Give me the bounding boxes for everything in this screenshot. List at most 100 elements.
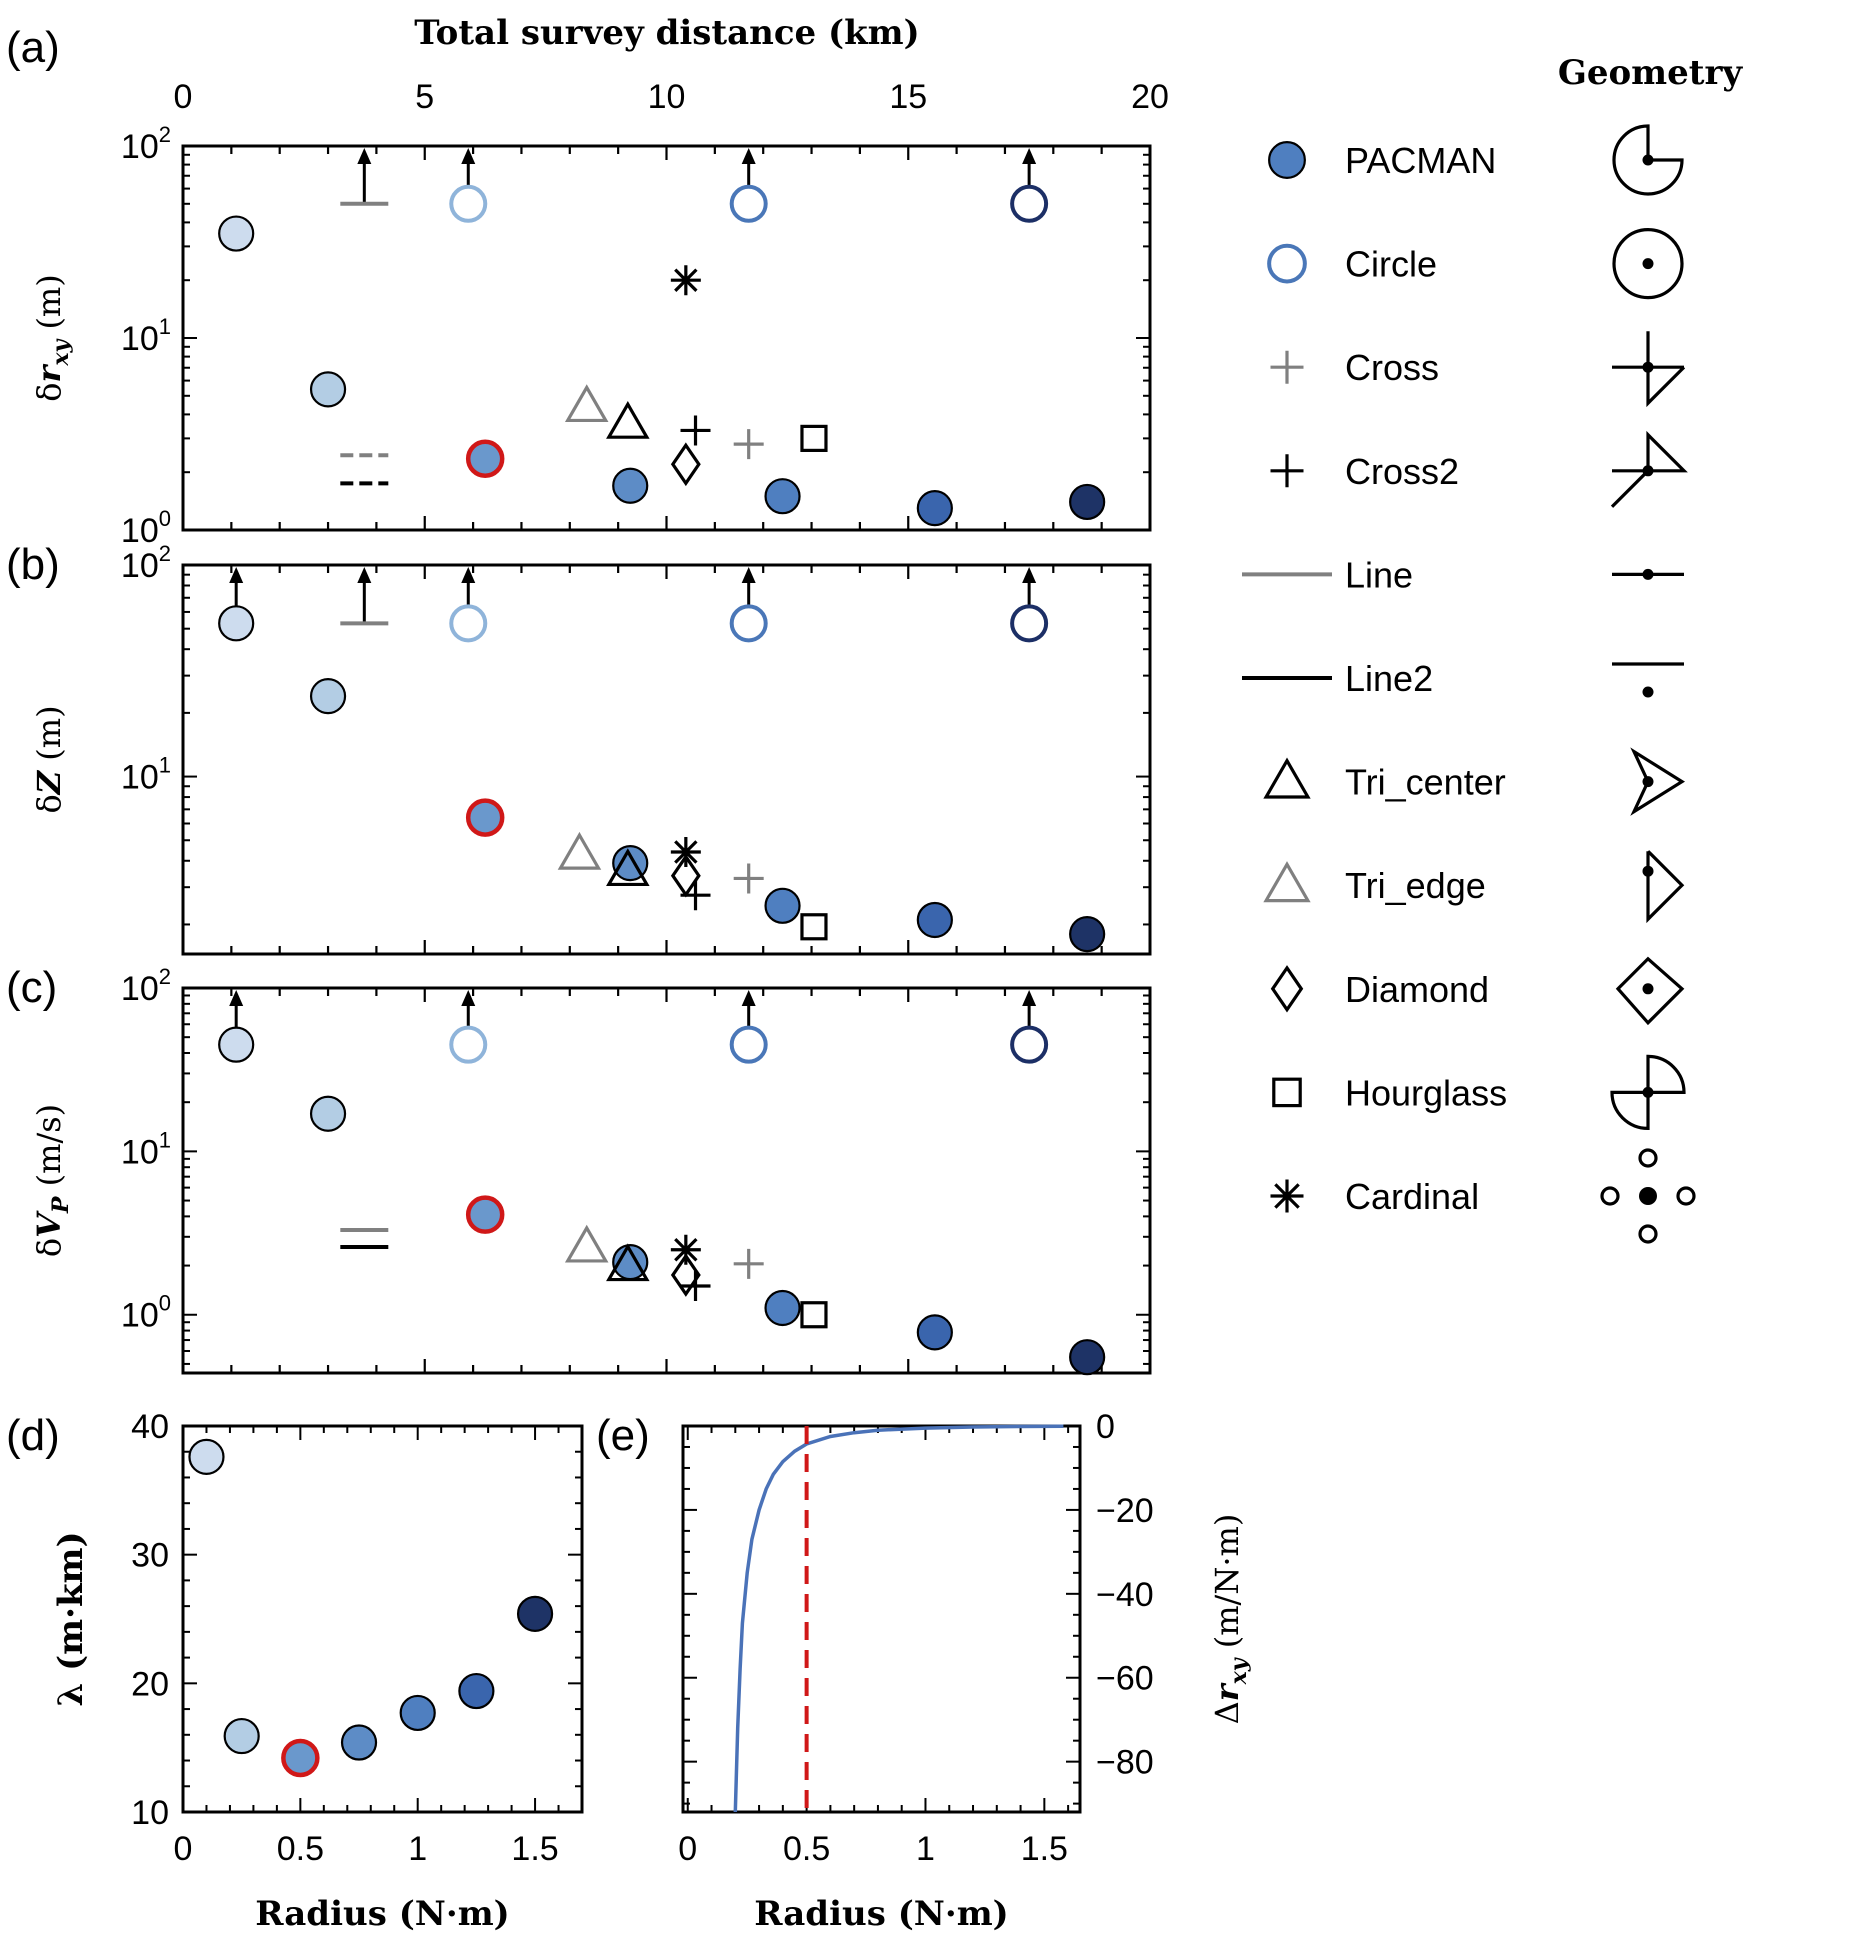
y-tick-label: −80 (1096, 1744, 1154, 1782)
legend-item: Line2 (1242, 658, 1684, 699)
upper-bound-arrowhead (741, 990, 756, 1006)
legend-item: Circle (1267, 228, 1684, 300)
upper-bound-arrowhead (741, 148, 756, 164)
data-point-circle (188, 1438, 225, 1475)
data-point-open-circle (449, 184, 488, 223)
data-point-triangle (606, 848, 650, 887)
data-point-plus (733, 1248, 764, 1279)
top-x-tick-label: 0 (174, 78, 193, 116)
hourglass-geometry-icon (1610, 1054, 1686, 1131)
data-point-triangle (606, 1243, 650, 1282)
geometry-dot (1642, 776, 1654, 788)
geometry-path (1646, 850, 1685, 924)
legend-item: Tri_edge (1263, 850, 1685, 924)
geometry-path (1612, 228, 1684, 300)
geometry-path (1630, 747, 1686, 816)
upper-bound-arrowhead (1022, 990, 1037, 1006)
data-point-plus (733, 863, 764, 894)
upper-bound-arrowhead (461, 148, 476, 164)
geometry-dot (1642, 258, 1654, 270)
panel-frame (181, 986, 1152, 1375)
upper-bound-arrowhead (357, 567, 372, 583)
geometry-path (1638, 1224, 1658, 1244)
data-point-square (800, 1301, 828, 1329)
y-tick-label: −20 (1096, 1492, 1154, 1530)
y-tick-label: 100 (121, 1291, 171, 1335)
upper-bound-arrowhead (741, 567, 756, 583)
panel-label: (c) (6, 963, 57, 1012)
y-tick-label: 102 (121, 122, 171, 166)
panel-b: 102 101 δZ (m) (b) (6, 540, 1152, 956)
x-tick-label: 1 (408, 1830, 427, 1868)
legend-item: Hourglass (1272, 1054, 1686, 1131)
cardinal-geometry-icon (1600, 1148, 1696, 1244)
y-tick-label: 40 (131, 1408, 169, 1446)
y-tick-label: 101 (121, 314, 171, 358)
data-point-circle (465, 439, 505, 479)
data-point-circle (1069, 916, 1106, 953)
y-tick-label: −60 (1096, 1660, 1154, 1698)
panel-e: 0 0.5 1 1.5 0 −20 −40 −60 −80 Radius (N·m) Δrxy (m… (596, 1408, 1252, 1934)
legend-item: Cardinal (1270, 1148, 1696, 1244)
legend-label: Line2 (1345, 658, 1433, 699)
geometry-dot (1642, 865, 1654, 877)
data-point-diamond (670, 1253, 701, 1297)
data-point-circle (764, 887, 801, 924)
y-axis-label: δVP (m/s) (30, 1104, 74, 1257)
y-axis-label: δrxy (m) (30, 274, 74, 402)
data-point-circle (309, 1095, 347, 1132)
legend: Geometry PACMAN Circle Cross Cross2 Line Line2… (1242, 53, 1743, 1244)
data-point-circle (458, 1672, 495, 1710)
geometry-dot (1642, 686, 1654, 698)
data-point-open-circle (729, 184, 768, 223)
x-axis-label: Radius (N·m) (754, 1894, 1009, 1934)
data-point-plus (1270, 350, 1304, 384)
data-point-open-circle (1267, 243, 1307, 284)
geometry-path (1600, 1186, 1620, 1206)
data-point-circle (1268, 141, 1306, 179)
data-point-square (800, 424, 828, 452)
geometry-dot (1642, 465, 1654, 477)
geometry-dot (1642, 1086, 1654, 1098)
data-point-circle (465, 1195, 505, 1234)
data-point-open-circle (729, 1025, 768, 1064)
geometry-dot (1642, 361, 1654, 373)
legend-label: Line (1345, 554, 1413, 595)
data-point-open-circle (729, 604, 768, 643)
data-point-open-circle (1010, 184, 1049, 223)
x-tick-label: 1 (916, 1830, 935, 1868)
data-point-circle (223, 1717, 260, 1755)
data-point-circle (916, 901, 953, 939)
data-point-circle (1069, 483, 1106, 521)
x-tick-label: 0 (678, 1830, 697, 1868)
tri-edge-geometry-icon (1646, 850, 1685, 924)
data-point-diamond (670, 442, 701, 487)
upper-bound-arrowhead (229, 567, 244, 583)
data-point-circle (218, 1026, 255, 1063)
legend-item: Cross (1270, 331, 1686, 408)
geometry-dot (1642, 983, 1654, 995)
legend-item: Cross2 (1270, 430, 1688, 508)
data-point-asterisk (670, 265, 701, 296)
y-tick-label: 100 (121, 506, 171, 550)
geometry-path (1638, 1148, 1658, 1168)
data-point-plus (1270, 454, 1304, 488)
data-point-circle (612, 467, 649, 504)
data-point-circle (1069, 1339, 1106, 1376)
data-point-circle (764, 478, 801, 515)
data-point-open-circle (1010, 604, 1049, 643)
data-point-asterisk (670, 837, 701, 868)
panel-frame (181, 144, 1152, 532)
y-axis-label: λ (m·km) (51, 1531, 91, 1706)
y-axis-label: δZ (m) (30, 705, 68, 813)
y-tick-label: 10 (131, 1794, 169, 1832)
data-point-triangle (564, 384, 609, 423)
data-point-triangle (564, 1224, 609, 1263)
data-point-plus (680, 415, 711, 446)
data-point-triangle (606, 400, 650, 439)
upper-bound-arrowhead (229, 990, 244, 1006)
geometry-dot (1642, 568, 1654, 580)
legend-label: Diamond (1345, 969, 1489, 1010)
